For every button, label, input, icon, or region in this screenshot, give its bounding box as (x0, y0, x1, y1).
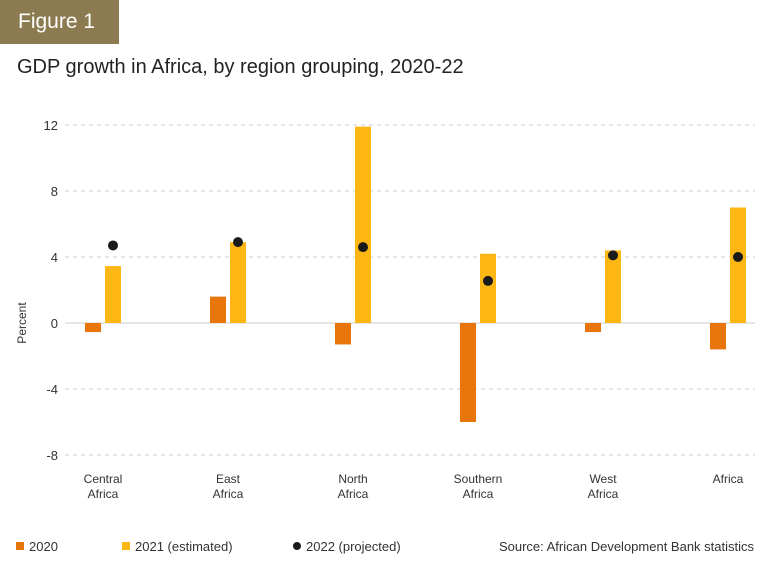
y-tick-label: 4 (51, 250, 58, 265)
chart-title: GDP growth in Africa, by region grouping… (17, 56, 464, 78)
dot-2022 (358, 242, 368, 253)
bar-2020 (335, 323, 351, 345)
x-tick-label: Southern (454, 472, 503, 486)
y-tick-label: 12 (44, 118, 58, 133)
x-tick-label: Africa (463, 487, 494, 501)
legend-label: 2021 (estimated) (135, 539, 233, 554)
dot-2022 (608, 250, 618, 261)
x-tick-label: East (216, 472, 241, 486)
x-tick-label: Africa (213, 487, 244, 501)
bar-2021 (230, 242, 246, 323)
x-tick-label: Africa (713, 472, 744, 486)
bar-2021 (355, 126, 371, 324)
x-tick-label: North (338, 472, 367, 486)
legend-label: 2022 (projected) (306, 539, 401, 554)
bar-2021 (105, 266, 121, 323)
dot-2022 (733, 252, 743, 262)
bar-2021 (730, 207, 746, 323)
x-tick-label: Africa (588, 487, 619, 501)
legend-square-icon (16, 542, 24, 550)
x-tick-label: Africa (88, 487, 119, 501)
bar-2020 (210, 296, 226, 323)
x-tick-label: Central (84, 472, 123, 486)
dot-2022 (233, 237, 243, 248)
y-tick-label: -8 (46, 448, 58, 463)
source-note: Source: African Development Bank statist… (499, 539, 755, 554)
y-tick-label: 8 (51, 184, 58, 199)
x-tick-label: West (589, 472, 617, 486)
bar-2021 (480, 253, 496, 323)
bar-2020 (460, 323, 476, 422)
dot-2022 (483, 275, 493, 286)
bar-2020 (710, 323, 726, 350)
legend-square-icon (122, 542, 130, 550)
y-tick-label: -4 (46, 382, 58, 397)
bar-2020 (85, 323, 101, 333)
y-tick-label: 0 (51, 316, 58, 331)
x-tick-label: Africa (338, 487, 369, 501)
y-axis-label: Percent (15, 302, 29, 344)
figure-label: Figure 1 (0, 0, 119, 44)
legend-dot-icon (293, 542, 301, 550)
bar-2020 (585, 323, 601, 333)
bar-2021 (605, 250, 621, 323)
legend-label: 2020 (29, 539, 58, 554)
dot-2022 (108, 240, 118, 251)
